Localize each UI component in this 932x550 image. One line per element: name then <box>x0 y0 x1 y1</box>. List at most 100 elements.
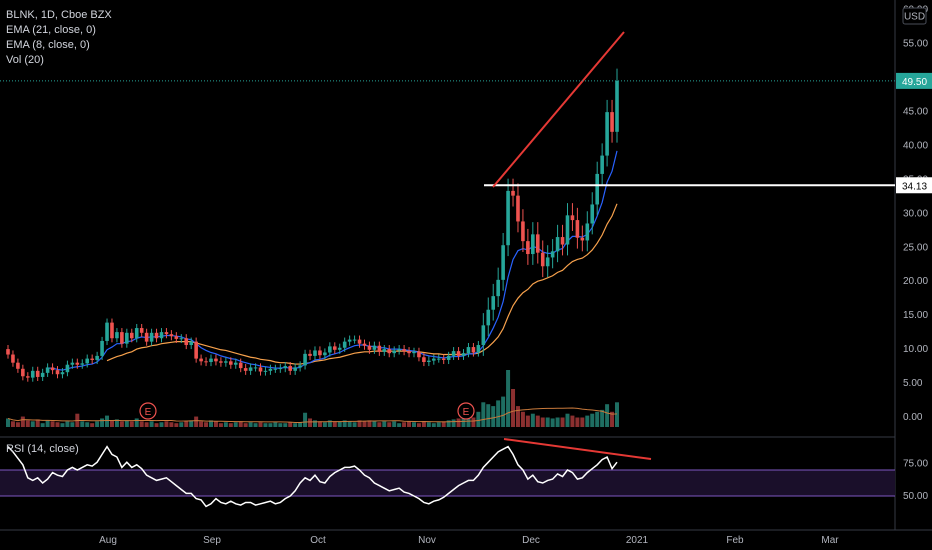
candle-body <box>451 351 456 356</box>
volume-bar <box>530 413 535 427</box>
candle-down <box>184 334 189 350</box>
candle-body <box>258 367 263 372</box>
price-tick-label: 0.00 <box>903 412 923 423</box>
candle-body <box>501 245 505 280</box>
candle-up <box>436 354 441 363</box>
candle-body <box>134 328 139 339</box>
volume-bar <box>431 423 436 427</box>
candle-body <box>531 234 535 255</box>
candle-up <box>392 346 396 358</box>
candle-body <box>456 351 461 356</box>
volume-bar <box>20 416 25 427</box>
volume-bar <box>491 406 496 427</box>
drawings[interactable] <box>0 31 895 460</box>
candle-body <box>253 367 258 369</box>
candle-up <box>45 363 50 377</box>
volume-bar <box>585 415 590 427</box>
candle-body <box>516 195 520 222</box>
volume-bar <box>174 423 179 427</box>
ema21-legend[interactable]: EMA (21, close, 0) <box>6 24 96 36</box>
candle-body <box>11 354 15 363</box>
candle-up <box>565 203 570 256</box>
candle-body <box>535 234 540 253</box>
candle-down <box>540 240 545 278</box>
candle-up <box>337 343 342 354</box>
indicator-legend: BLNK, 1D, Cboe BZX EMA (21, close, 0) EM… <box>6 8 112 68</box>
candle-up <box>545 245 550 278</box>
symbol-title[interactable]: BLNK, 1D, Cboe BZX <box>6 9 112 21</box>
candle-up <box>80 359 85 369</box>
candle-body <box>21 368 25 377</box>
volume-bar <box>466 416 471 427</box>
candle-up <box>209 354 213 367</box>
candle-body <box>540 252 545 267</box>
time-tick-label: Feb <box>726 535 744 546</box>
candle-up <box>605 99 609 167</box>
volume-bar <box>416 423 421 427</box>
candle-body <box>288 366 293 371</box>
volume-bar <box>412 422 416 427</box>
volume-bar <box>451 419 456 427</box>
volume-bar <box>421 421 426 427</box>
volume-bar <box>471 417 476 427</box>
rsi-line <box>7 445 618 508</box>
time-tick-label: Oct <box>310 535 326 546</box>
candle-body <box>149 332 154 342</box>
candle-up <box>476 340 481 357</box>
candle-down <box>308 349 312 360</box>
candle-body <box>427 360 431 363</box>
candle-down <box>417 347 421 362</box>
volume-bar <box>10 421 15 427</box>
candle-body <box>313 350 317 356</box>
price-tick-label: 25.00 <box>903 242 928 253</box>
volume-bar <box>615 402 619 427</box>
volume-bar <box>114 419 119 427</box>
candle-up <box>40 368 45 382</box>
candle-body <box>6 349 10 355</box>
candle-body <box>283 366 288 369</box>
volume-bar <box>501 396 506 427</box>
volume-bar <box>119 421 124 427</box>
candle-down <box>258 363 263 376</box>
time-tick-label: Dec <box>522 535 540 546</box>
candle-down <box>511 178 515 207</box>
volume-bar <box>80 421 85 427</box>
volume-bar <box>209 420 213 427</box>
candle-body <box>466 347 471 354</box>
volume-bar <box>15 422 20 427</box>
volume-legend[interactable]: Vol (20) <box>6 54 44 66</box>
candle-down <box>129 328 134 343</box>
volume-bar <box>253 423 258 427</box>
volume-bar <box>268 423 273 427</box>
candle-down <box>357 335 362 348</box>
candle-down <box>521 209 525 253</box>
candle-body <box>372 345 377 350</box>
candle-body <box>26 376 30 378</box>
candle-up <box>323 348 327 360</box>
volume-bar <box>179 422 184 427</box>
candle-body <box>387 349 392 354</box>
candle-body <box>154 332 159 339</box>
volume-bar <box>362 421 367 427</box>
volume-bar <box>312 420 317 427</box>
candle-body <box>263 370 268 372</box>
candle-up <box>105 318 109 346</box>
candle-body <box>417 351 421 358</box>
volume-bar <box>545 417 550 427</box>
volume-bar <box>332 421 337 427</box>
volume-bar <box>159 422 164 427</box>
volume-bar <box>605 404 610 427</box>
ema8-legend[interactable]: EMA (8, close, 0) <box>6 39 90 51</box>
volume-bar <box>387 422 392 427</box>
currency-box <box>902 7 927 25</box>
earnings-label: E <box>463 407 470 418</box>
candle-up <box>268 364 273 375</box>
volume-bar <box>30 421 35 427</box>
candle-body <box>615 80 619 132</box>
rsi-legend[interactable]: RSI (14, close) <box>6 443 79 455</box>
candle-up <box>303 349 307 370</box>
candle-body <box>85 358 90 364</box>
time-tick-label: Sep <box>203 535 221 546</box>
volume-bar <box>100 418 105 427</box>
